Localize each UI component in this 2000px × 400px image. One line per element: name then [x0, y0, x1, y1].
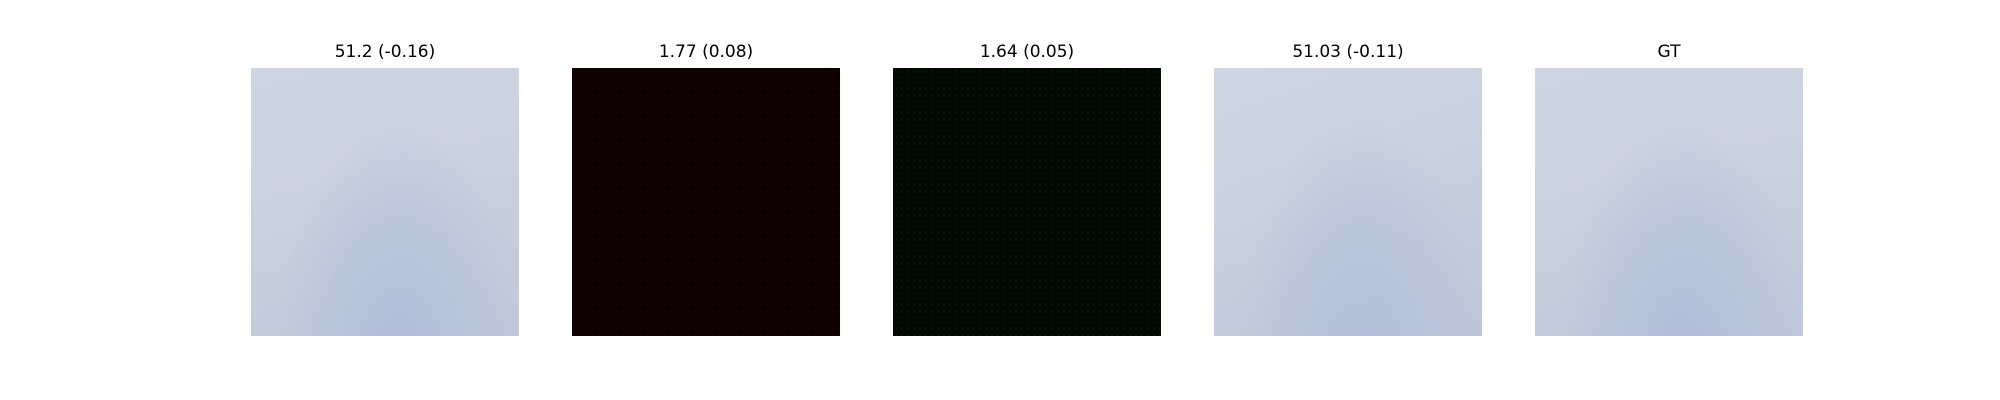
panel-4-title: 51.03 (-0.11): [1292, 42, 1404, 62]
panel-4: 51.03 (-0.11): [1214, 0, 1482, 400]
panel-3-image: [893, 68, 1161, 336]
panel-4-image: [1214, 68, 1482, 336]
panel-2-image: [572, 68, 840, 336]
panel-3-title: 1.64 (0.05): [979, 42, 1075, 62]
panel-5: GT: [1535, 0, 1803, 400]
panel-2: 1.77 (0.08): [572, 0, 840, 400]
panel-1-image: [251, 68, 519, 336]
panel-1-title: 51.2 (-0.16): [334, 42, 436, 62]
panel-2-title: 1.77 (0.08): [658, 42, 754, 62]
panel-3: 1.64 (0.05): [893, 0, 1161, 400]
panel-5-title: GT: [1657, 42, 1681, 62]
panel-1: 51.2 (-0.16): [251, 0, 519, 400]
panel-5-image: [1535, 68, 1803, 336]
